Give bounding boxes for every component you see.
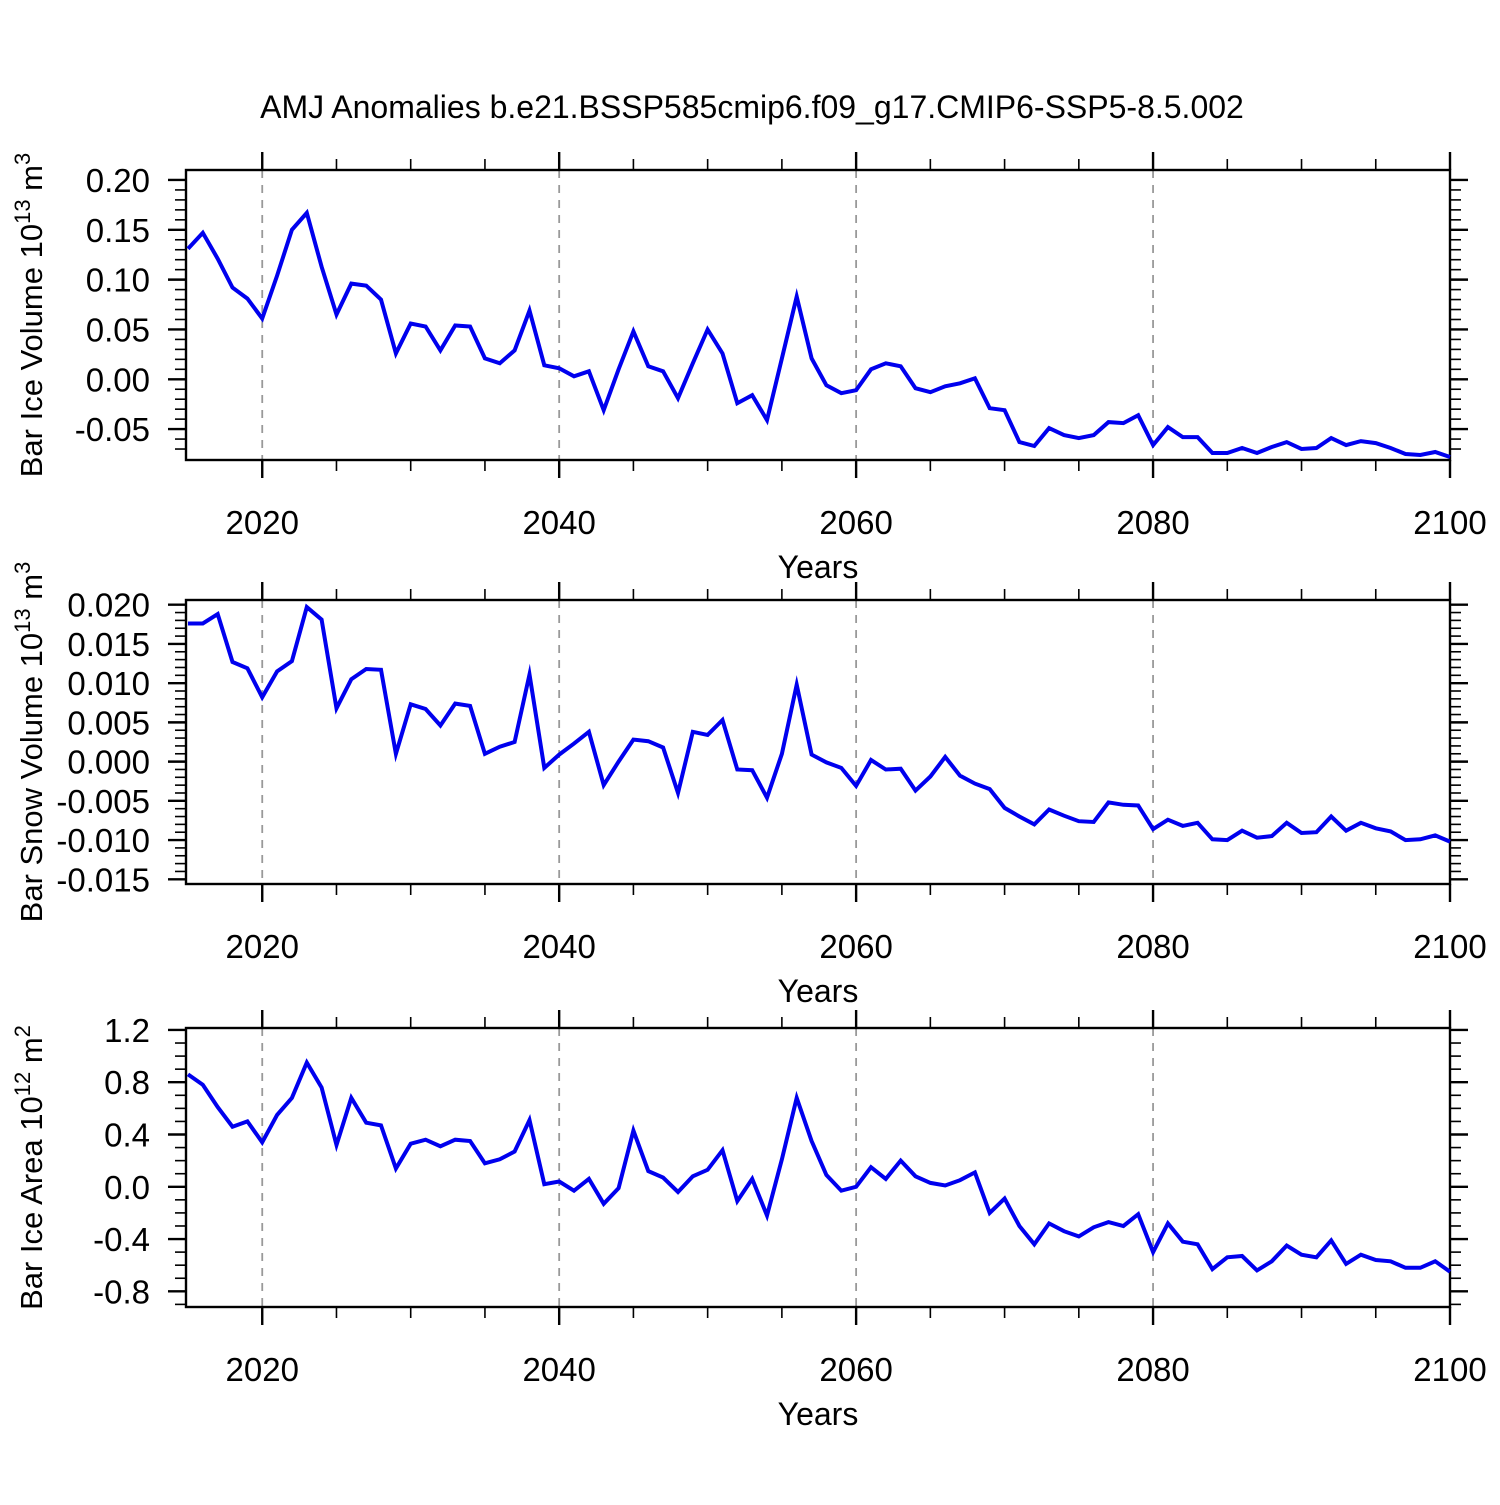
y-tick-label: 0.4 [104, 1117, 150, 1154]
y-tick-label: -0.010 [56, 822, 150, 859]
series-line-bar-snow-volume [188, 603, 1451, 844]
chart-title: AMJ Anomalies b.e21.BSSP585cmip6.f09_g17… [260, 89, 1244, 125]
plot-frame [184, 598, 1452, 886]
x-tick-label: 2020 [226, 928, 299, 965]
y-tick-label: 0.20 [86, 162, 150, 199]
y-tick-label: -0.8 [93, 1273, 150, 1310]
panel-bar-ice-volume: 2020 2040 2060 2080 2100 0.20 0.15 0.10 0.05 0.00… [10, 152, 1487, 585]
y-tick-label: 0.000 [67, 744, 150, 781]
y-tick-label: 0.10 [86, 262, 150, 299]
y-axis-title: Bar Ice Area 1012 m2 [10, 1025, 49, 1310]
series-line-bar-ice-volume [186, 208, 1451, 459]
x-tick-label: 2060 [819, 928, 892, 965]
x-axis-title: Years [778, 973, 859, 1009]
y-tick-label: 0.010 [67, 665, 150, 702]
y-tick-label: 1.2 [104, 1012, 150, 1049]
plot-frame [184, 1026, 1452, 1309]
y-tick-label: 0.020 [67, 587, 150, 624]
x-tick-label: 2040 [522, 928, 595, 965]
x-tick-label: 2080 [1116, 504, 1189, 541]
x-tick-label: 2100 [1413, 504, 1486, 541]
y-tick-label: -0.005 [56, 783, 150, 820]
x-tick-label: 2040 [522, 504, 595, 541]
x-axis-title: Years [778, 549, 859, 585]
panel-bar-ice-area: 2020 2040 2060 2080 2100 1.2 0.8 0.4 0.0 -0.4 -0.8… [10, 1010, 1487, 1432]
x-tick-label: 2020 [226, 504, 299, 541]
panel-bar-snow-volume: 2020 2040 2060 2080 2100 0.0200.0150.0100.005… [10, 562, 1487, 1009]
y-tick-label: -0.4 [93, 1221, 150, 1258]
x-tick-label: 2060 [819, 504, 892, 541]
y-tick-label: 0.0 [104, 1169, 150, 1206]
x-tick-label: 2040 [522, 1351, 595, 1388]
x-tick-label: 2060 [819, 1351, 892, 1388]
y-tick-label: -0.05 [75, 411, 150, 448]
x-tick-label: 2020 [226, 1351, 299, 1388]
y-tick-label: 0.8 [104, 1064, 150, 1101]
plot-frame [184, 168, 1452, 462]
x-axis-title: Years [778, 1396, 859, 1432]
x-tick-label: 2100 [1413, 928, 1486, 965]
y-tick-label: 0.015 [67, 626, 150, 663]
y-tick-label: 0.005 [67, 704, 150, 741]
x-tick-label: 2080 [1116, 1351, 1189, 1388]
x-tick-label: 2080 [1116, 928, 1189, 965]
y-tick-label: 0.15 [86, 212, 150, 249]
x-tick-label: 2100 [1413, 1351, 1486, 1388]
y-tick-label: 0.00 [86, 361, 150, 398]
series-line-bar-ice-area [186, 1058, 1452, 1274]
y-tick-label: 0.05 [86, 311, 150, 348]
y-axis-title: Bar Ice Volume 1013 m3 [10, 153, 49, 478]
y-tick-label: -0.015 [56, 861, 150, 898]
y-axis-title: Bar Snow Volume 1013 m3 [10, 562, 49, 923]
